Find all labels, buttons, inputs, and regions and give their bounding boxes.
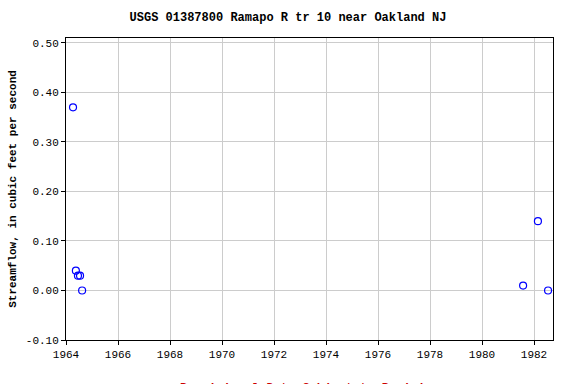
svg-text:0.20: 0.20 [32, 186, 58, 198]
svg-text:-0.10: -0.10 [26, 335, 59, 347]
svg-text:1978: 1978 [417, 349, 443, 361]
svg-text:0.00: 0.00 [32, 285, 58, 297]
svg-text:1980: 1980 [469, 349, 495, 361]
svg-text:0.50: 0.50 [32, 38, 58, 50]
svg-text:1966: 1966 [105, 349, 131, 361]
svg-text:1968: 1968 [157, 349, 183, 361]
svg-text:---- Provisional Data Subject: ---- Provisional Data Subject to Revisio… [144, 382, 475, 384]
svg-text:1972: 1972 [261, 349, 287, 361]
svg-text:1974: 1974 [313, 349, 340, 361]
svg-text:1970: 1970 [209, 349, 235, 361]
svg-text:0.10: 0.10 [32, 236, 58, 248]
svg-text:USGS 01387800 Ramapo R tr 10 n: USGS 01387800 Ramapo R tr 10 near Oaklan… [130, 11, 447, 25]
svg-text:1982: 1982 [521, 349, 547, 361]
svg-text:1964: 1964 [53, 349, 80, 361]
svg-text:0.40: 0.40 [32, 87, 58, 99]
svg-text:Streamflow, in cubic feet per: Streamflow, in cubic feet per second [7, 70, 19, 308]
svg-text:1976: 1976 [365, 349, 391, 361]
svg-text:0.30: 0.30 [32, 137, 58, 149]
